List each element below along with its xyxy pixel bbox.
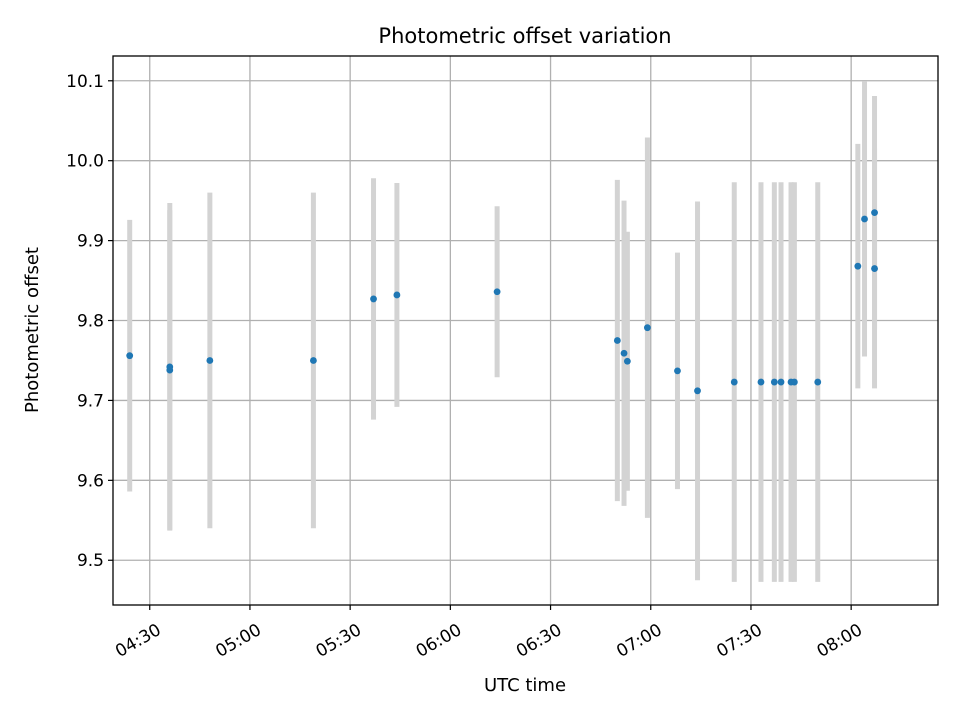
y-tick-label: 9.7: [77, 391, 104, 411]
data-point: [620, 349, 628, 357]
y-tick-label: 9.6: [77, 471, 104, 491]
y-tick-label: 10.0: [66, 152, 104, 172]
x-tick-label: 04:30: [112, 620, 164, 662]
data-point: [674, 367, 681, 375]
data-point: [310, 357, 317, 364]
data-point: [623, 357, 631, 365]
errorbar-layer: [127, 81, 878, 582]
data-point: [393, 291, 401, 299]
chart-title: Photometric offset variation: [378, 24, 671, 48]
data-point: [370, 295, 377, 303]
y-tick-label: 9.8: [77, 312, 104, 332]
y-axis-label: Photometric offset: [22, 247, 43, 413]
y-tick-label: 10.1: [66, 72, 104, 92]
data-point: [644, 324, 651, 332]
x-tick-label: 07:30: [713, 620, 765, 662]
data-point: [493, 288, 501, 296]
y-tick-layer: 9.5 9.6 9.7 9.8 9.9 10.0 10.1: [66, 72, 113, 571]
point-layer: [126, 209, 878, 395]
y-tick-label: 9.5: [77, 551, 104, 571]
data-point: [871, 209, 878, 217]
x-axis-label: UTC time: [484, 675, 566, 696]
y-tick-label: 9.9: [77, 232, 104, 252]
data-point: [613, 337, 621, 344]
data-point: [871, 265, 878, 272]
data-point: [730, 378, 738, 386]
data-point: [814, 378, 822, 386]
x-tick-label: 05:00: [212, 620, 264, 662]
data-point: [770, 378, 778, 386]
data-point: [206, 357, 214, 364]
x-tick-label: 08:00: [814, 620, 866, 662]
x-tick-label: 07:00: [613, 620, 665, 662]
data-point: [757, 378, 765, 386]
data-point: [861, 215, 868, 223]
x-tick-label: 06:30: [513, 620, 565, 662]
data-point: [790, 378, 798, 386]
data-point: [126, 352, 134, 360]
plot-frame: [112, 55, 939, 606]
x-tick-label: 05:30: [313, 620, 365, 662]
data-point: [777, 378, 785, 386]
data-point: [166, 363, 174, 371]
x-tick-label: 06:00: [413, 620, 465, 662]
grid-layer: [113, 56, 938, 605]
data-point: [694, 387, 701, 395]
data-point: [854, 262, 862, 270]
x-tick-layer: 04:30 05:00 05:30 06:00 06:30 07:00 07:30 08:00: [112, 605, 866, 662]
